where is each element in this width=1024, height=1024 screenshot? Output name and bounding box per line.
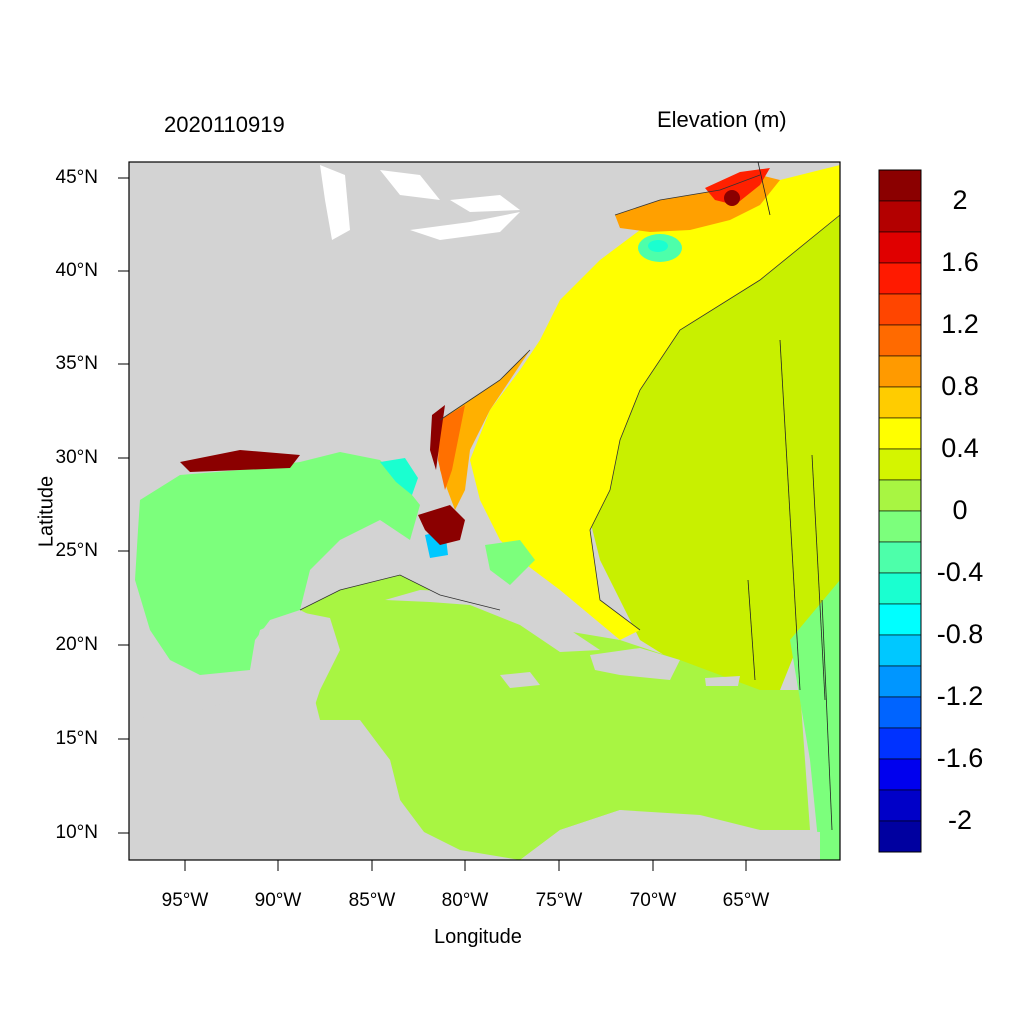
cape-cod-low-center — [648, 240, 668, 252]
lat-tick-label: 45°N — [55, 167, 98, 188]
colorbar-label: -1.6 — [936, 743, 984, 773]
colorbar-label: -0.4 — [936, 557, 984, 587]
lon-tick-label: 80°W — [441, 890, 489, 911]
lon-tick-marks — [184, 860, 747, 871]
colorbar-segment — [878, 262, 922, 295]
colorbar-segment — [878, 417, 922, 450]
colorbar-label: 0 — [952, 495, 968, 525]
lon-tick-label: 75°W — [535, 890, 583, 911]
date-label: 2020110919 — [164, 112, 285, 137]
colorbar-segment — [878, 231, 922, 264]
variable-label: Elevation (m) — [657, 107, 787, 132]
caribbean-sea — [300, 575, 810, 860]
yucatan-peninsula — [250, 612, 340, 720]
carolina-shelf — [438, 405, 465, 490]
lesser-antilles-region — [790, 580, 840, 860]
colorbar-label: -2 — [947, 805, 972, 835]
colorbar-segment — [878, 169, 922, 202]
bay-of-fundy-peak — [724, 190, 740, 206]
colorbar-segment — [878, 789, 922, 822]
gulf-stream-band — [470, 165, 840, 640]
colorbar — [878, 169, 922, 853]
lon-tick-label: 90°W — [254, 890, 302, 911]
colorbar-segment — [878, 324, 922, 357]
colorbar-label: 1.2 — [941, 309, 979, 339]
lat-tick-label: 25°N — [55, 540, 98, 561]
lat-tick-marks — [118, 177, 129, 834]
central-america — [129, 690, 460, 860]
lon-tick-label: 65°W — [722, 890, 770, 911]
x-axis-label: Longitude — [434, 926, 522, 948]
colorbar-segment — [878, 758, 922, 791]
lat-tick-label: 15°N — [55, 728, 98, 749]
cuba — [385, 590, 600, 652]
colorbar-segment — [878, 386, 922, 419]
colorbar-segment — [878, 727, 922, 760]
jamaica — [500, 672, 540, 688]
lat-tick-label: 30°N — [55, 447, 98, 468]
lat-tick-label: 20°N — [55, 634, 98, 655]
artifact-lines — [747, 161, 833, 831]
colorbar-segment — [878, 293, 922, 326]
colorbar-label: -1.2 — [936, 681, 984, 711]
florida-big-bend — [380, 458, 418, 495]
colorbar-frame — [878, 169, 922, 853]
colorbar-segment — [878, 696, 922, 729]
lon-tick-label: 95°W — [161, 890, 209, 911]
lat-tick-label: 40°N — [55, 260, 98, 281]
colorbar-segment — [878, 820, 922, 853]
colorbar-segment — [878, 448, 922, 481]
lat-tick-label: 35°N — [55, 353, 98, 374]
colorbar-label: 1.6 — [941, 247, 979, 277]
lon-tick-label: 85°W — [348, 890, 396, 911]
colorbar-segment — [878, 355, 922, 388]
lon-tick-label: 70°W — [629, 890, 677, 911]
hispaniola — [590, 648, 680, 680]
puerto-rico — [705, 676, 740, 686]
map-plot-area — [128, 161, 841, 861]
colorbar-label: 2 — [952, 185, 968, 215]
map-frame — [128, 161, 841, 861]
gulf-of-mexico — [135, 452, 420, 675]
colorbar-segment — [878, 603, 922, 636]
colorbar-segment — [878, 665, 922, 698]
carolina-coast-surge — [430, 405, 445, 470]
southeast-shelf — [440, 350, 530, 510]
gulf-coast-surge — [180, 450, 300, 472]
south-florida-surge — [418, 505, 465, 545]
colorbar-label: -0.8 — [936, 619, 984, 649]
south-america — [520, 810, 820, 860]
colorbar-segment — [878, 479, 922, 512]
contour-lines — [299, 174, 841, 631]
colorbar-segment — [878, 634, 922, 667]
lat-tick-label: 10°N — [55, 822, 98, 843]
colorbar-segment — [878, 200, 922, 233]
great-lakes — [320, 165, 520, 240]
bahamas — [485, 540, 535, 585]
colorbar-segment — [878, 572, 922, 605]
colorbar-label: 0.8 — [941, 371, 979, 401]
colorbar-label: 0.4 — [941, 433, 979, 463]
colorbar-segment — [878, 541, 922, 574]
colorbar-segment — [878, 510, 922, 543]
